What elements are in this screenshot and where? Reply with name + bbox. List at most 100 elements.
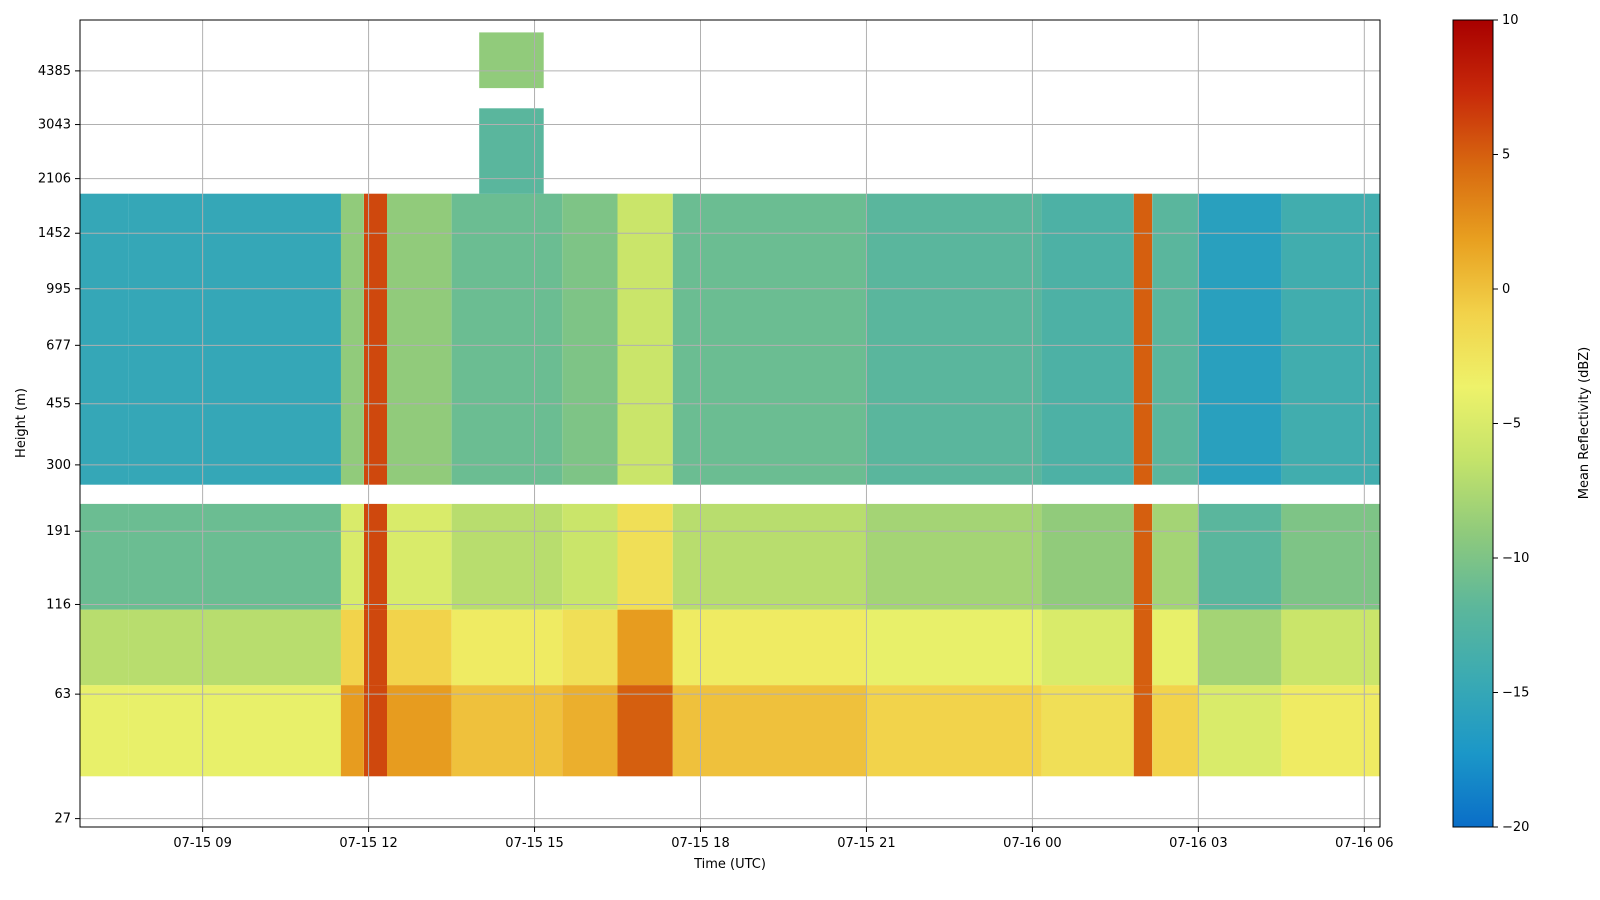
heatmap-cell xyxy=(364,503,387,610)
x-tick-label: 07-15 09 xyxy=(173,836,231,851)
heatmap-cell xyxy=(562,193,618,485)
y-tick-label: 3043 xyxy=(38,118,71,133)
heatmap-cell xyxy=(1133,503,1153,610)
colorbar-tick-label: −5 xyxy=(1502,417,1521,432)
heatmap-cell xyxy=(1041,503,1134,610)
heatmap-cell xyxy=(128,193,341,485)
heatmap-cell xyxy=(340,193,364,485)
x-tick-label: 07-15 18 xyxy=(671,836,729,851)
heatmap-cell xyxy=(1198,685,1282,777)
heatmap-cell xyxy=(80,685,129,777)
heatmap-cell xyxy=(451,193,563,485)
y-tick-label: 191 xyxy=(46,524,71,539)
heatmap-cell xyxy=(451,503,563,610)
heatmap-cell xyxy=(1281,503,1380,610)
heatmap-cell xyxy=(562,609,618,686)
x-tick-label: 07-16 00 xyxy=(1003,836,1061,851)
y-tick-label: 995 xyxy=(46,282,71,297)
heatmap-cell xyxy=(364,685,387,777)
heatmap-cell xyxy=(617,193,673,485)
y-tick-label: 4385 xyxy=(38,64,71,79)
heatmap-cell xyxy=(128,503,341,610)
heatmap-cell xyxy=(387,503,452,610)
heatmap-cell xyxy=(1133,609,1153,686)
x-tick-label: 07-15 21 xyxy=(837,836,895,851)
heatmap-cell xyxy=(617,503,673,610)
colorbar-tick-label: 0 xyxy=(1502,282,1510,297)
y-tick-label: 677 xyxy=(46,338,71,353)
heatmap-cell xyxy=(1281,193,1380,485)
x-axis: 07-15 09 07-15 12 07-15 15 07-15 18 07-15 21… xyxy=(173,827,1394,851)
grid xyxy=(80,20,1380,827)
heatmap-cell xyxy=(1198,193,1282,485)
heatmap-cell xyxy=(866,503,1042,610)
heatmap-cell xyxy=(1281,609,1380,686)
heatmap-cell xyxy=(1041,193,1134,485)
heatmap-cell xyxy=(562,503,618,610)
heatmap-cell xyxy=(340,503,364,610)
heatmap-cell xyxy=(387,685,452,777)
heatmap-cell xyxy=(672,609,867,686)
heatmap-cell xyxy=(672,193,867,485)
plot-frame xyxy=(79,19,1381,828)
heatmap-cell xyxy=(80,503,129,610)
y-tick-label: 116 xyxy=(46,597,71,612)
heatmap-cell xyxy=(387,609,452,686)
y-tick-label: 1452 xyxy=(38,226,71,241)
heatmap-cell xyxy=(479,108,544,194)
colorbar-tick-label: −15 xyxy=(1502,686,1529,701)
colorbar xyxy=(1452,19,1494,828)
x-tick-label: 07-15 12 xyxy=(339,836,397,851)
heatmap-cell xyxy=(617,609,673,686)
heatmap-cell xyxy=(364,193,387,485)
heatmap-cell xyxy=(364,609,387,686)
colorbar-tick-label: −10 xyxy=(1502,551,1529,566)
colorbar-axis: −20 −15 −10 −5 0 5 10 xyxy=(1493,13,1529,835)
heatmap-cell xyxy=(1198,609,1282,686)
heatmap-cell xyxy=(1152,685,1199,777)
heatmap-cell xyxy=(1198,503,1282,610)
heatmap-cell xyxy=(80,609,129,686)
heatmap-cell xyxy=(866,609,1042,686)
colorbar-label: Mean Reflectivity (dBZ) xyxy=(1577,347,1592,500)
y-axis: 27 63 116 191 300 455 677 995 1452 2106 3043 4385 xyxy=(38,64,80,827)
heatmap-cell xyxy=(1152,503,1199,610)
heatmap-cell xyxy=(340,609,364,686)
heatmap-cell xyxy=(479,32,544,89)
colorbar-tick-label: −20 xyxy=(1502,820,1529,835)
heatmap-cell xyxy=(1041,609,1134,686)
heatmap-cell xyxy=(1152,193,1199,485)
x-tick-label: 07-16 06 xyxy=(1335,836,1393,851)
heatmap-cell xyxy=(1133,685,1153,777)
x-tick-label: 07-15 15 xyxy=(505,836,563,851)
colorbar-tick-label: 5 xyxy=(1502,148,1510,163)
x-tick-label: 07-16 03 xyxy=(1169,836,1227,851)
heatmap-cell xyxy=(387,193,452,485)
heatmap-cell xyxy=(1041,685,1134,777)
x-axis-label: Time (UTC) xyxy=(693,857,766,872)
heatmap-cell xyxy=(340,685,364,777)
heatmap-cell xyxy=(617,685,673,777)
heatmap-cell xyxy=(128,609,341,686)
colorbar-tick-label: 10 xyxy=(1502,13,1519,28)
y-tick-label: 2106 xyxy=(38,172,71,187)
y-tick-label: 455 xyxy=(46,397,71,412)
heatmap-cell xyxy=(1281,685,1380,777)
heatmap-cell xyxy=(672,685,867,777)
heatmap xyxy=(80,32,1380,777)
heatmap-cell xyxy=(672,503,867,610)
heatmap-cell xyxy=(451,685,563,777)
heatmap-cell xyxy=(451,609,563,686)
y-tick-label: 27 xyxy=(54,812,71,827)
heatmap-cell xyxy=(562,685,618,777)
y-tick-label: 63 xyxy=(54,687,71,702)
heatmap-cell xyxy=(128,685,341,777)
y-tick-label: 300 xyxy=(46,458,71,473)
heatmap-cell xyxy=(1152,609,1199,686)
heatmap-cell xyxy=(80,193,129,485)
y-axis-label: Height (m) xyxy=(14,388,29,458)
heatmap-cell xyxy=(1133,193,1153,485)
heatmap-cell xyxy=(866,685,1042,777)
heatmap-cell xyxy=(866,193,1042,485)
